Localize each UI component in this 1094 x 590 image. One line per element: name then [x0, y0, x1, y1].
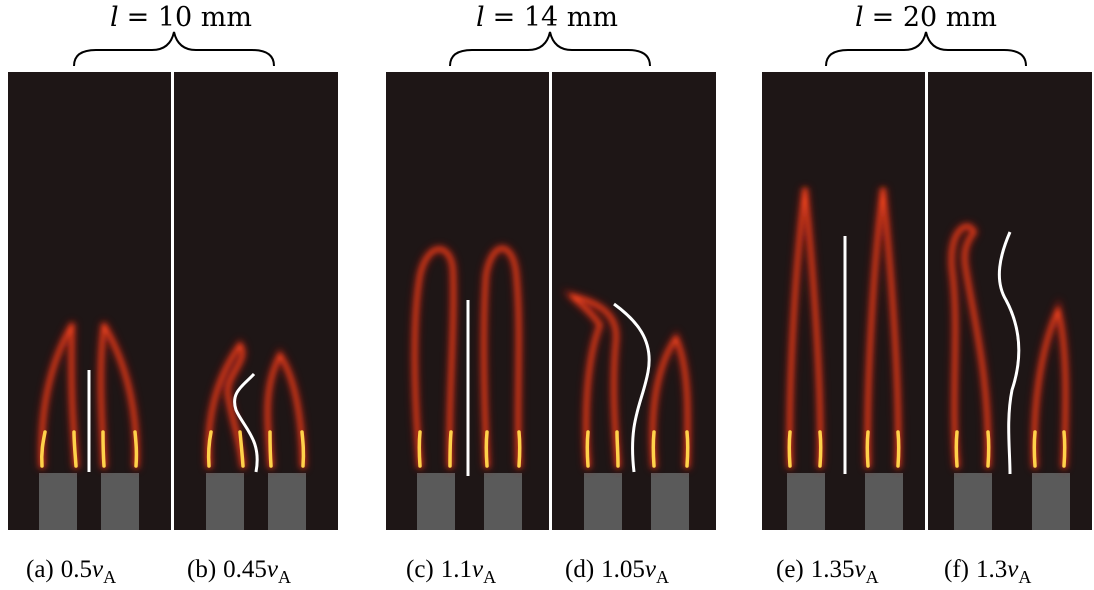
burner-left	[417, 473, 455, 530]
flame-left	[204, 337, 247, 470]
flame-right	[263, 346, 307, 470]
centerline	[233, 372, 259, 473]
group-label-l20: l = 20 mm	[855, 2, 997, 33]
centerline	[997, 231, 1021, 475]
flame-left	[785, 187, 825, 470]
burner-right	[101, 473, 139, 530]
flame-right	[863, 187, 903, 470]
centerline	[613, 302, 651, 473]
flame-right	[479, 244, 523, 470]
burner-right	[651, 473, 689, 530]
flame-right	[648, 329, 692, 470]
burner-right	[865, 473, 903, 530]
flame-left	[947, 222, 993, 470]
flame-right	[1030, 297, 1070, 470]
panel-a	[37, 321, 141, 530]
brace-l10	[73, 31, 275, 67]
group-label-l10: l = 10 mm	[110, 2, 252, 33]
caption-a: (a) 0.5νA	[26, 556, 116, 587]
burner-right	[1032, 473, 1070, 530]
group-label-l14: l = 14 mm	[476, 2, 618, 33]
burner-left	[584, 473, 622, 530]
flame-left	[410, 245, 458, 470]
burner-left	[787, 473, 825, 530]
caption-b: (b) 0.45νA	[187, 556, 291, 587]
caption-d: (d) 1.05νA	[565, 556, 669, 587]
burner-left	[954, 473, 992, 530]
brace-l20	[825, 31, 1027, 67]
flame-right	[96, 321, 141, 470]
panel-c	[410, 244, 523, 530]
brace-l14	[449, 31, 651, 67]
group-header-l20: l = 20 mm	[825, 2, 1027, 67]
burner-left	[206, 473, 244, 530]
panel-d	[562, 289, 692, 530]
panel-f	[947, 222, 1070, 530]
caption-e: (e) 1.35νA	[776, 556, 879, 587]
panel-e	[785, 187, 903, 530]
panel-b	[204, 337, 307, 530]
caption-f: (f) 1.3νA	[944, 556, 1031, 587]
group-header-l10: l = 10 mm	[73, 2, 275, 67]
burner-right	[484, 473, 522, 530]
flame-left	[562, 289, 622, 470]
flame-left	[37, 321, 80, 470]
burner-left	[39, 473, 77, 530]
burner-right	[268, 473, 306, 530]
caption-c: (c) 1.1νA	[406, 556, 496, 587]
group-header-l14: l = 14 mm	[449, 2, 651, 67]
